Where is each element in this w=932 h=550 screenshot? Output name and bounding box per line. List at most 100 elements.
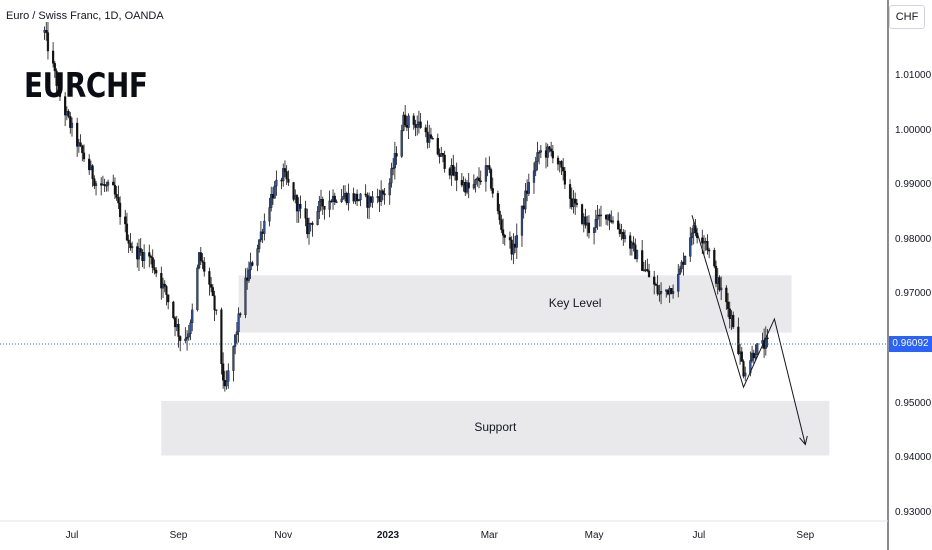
candle-body <box>215 309 218 311</box>
candle-body <box>474 179 477 185</box>
price-tick-label: 0.98000 <box>895 233 932 245</box>
candle-body <box>472 184 475 189</box>
candle-body <box>311 222 314 225</box>
price-tick-label: 0.97000 <box>895 288 932 300</box>
zone-label: Support <box>474 420 517 435</box>
candle-body <box>304 208 307 219</box>
candle-body <box>713 249 716 267</box>
candle-body <box>196 267 199 311</box>
candle-body <box>299 204 302 209</box>
candle-body <box>599 214 603 217</box>
candle-body <box>295 195 299 212</box>
candle-body <box>270 194 273 208</box>
candle-body <box>653 276 656 285</box>
price-tick-label: 0.94000 <box>895 452 932 464</box>
candle-body <box>436 138 439 155</box>
candle-body <box>285 171 288 180</box>
candle-body <box>131 246 134 249</box>
candle-body <box>244 277 247 316</box>
time-tick-label: Sep <box>796 530 815 541</box>
projection-path <box>691 215 805 444</box>
candle-body <box>388 182 391 196</box>
price-tick-label: 1.01000 <box>895 70 932 81</box>
candle-body <box>189 322 192 335</box>
price-tick-label: 0.93000 <box>895 506 932 518</box>
candle-body <box>357 199 360 202</box>
candle-body <box>429 134 433 139</box>
candle-body <box>732 314 735 328</box>
last-price-tag: 0.96092 <box>889 336 932 352</box>
candle-body <box>125 223 129 241</box>
candle-body <box>167 294 170 303</box>
candle-body <box>79 142 82 146</box>
candle-body <box>359 193 362 201</box>
candle-body <box>287 178 290 183</box>
candle-body <box>82 152 86 160</box>
candle-body <box>452 165 455 176</box>
candle-body <box>524 190 527 210</box>
candle-body <box>584 216 587 226</box>
candle-body <box>720 287 723 291</box>
candle-body <box>239 313 242 316</box>
candle-body <box>629 235 632 249</box>
candle-body <box>155 269 158 274</box>
candle-body <box>235 331 238 335</box>
candle-body <box>467 182 470 189</box>
candle-body <box>443 154 446 169</box>
candle-body <box>172 301 175 318</box>
time-tick-label: Nov <box>274 530 293 541</box>
candle-body <box>371 196 374 203</box>
price-tick-label: 1.00000 <box>895 124 932 136</box>
candle-body <box>568 184 572 199</box>
candle-body <box>690 232 694 238</box>
candle-body <box>477 177 481 182</box>
candle-body <box>129 243 132 249</box>
candle-body <box>630 242 633 249</box>
candle-body <box>580 204 584 224</box>
candle-body <box>275 179 278 187</box>
candle-body <box>381 190 384 194</box>
candle-body <box>419 121 422 128</box>
candle-body <box>658 293 661 295</box>
candle-body <box>503 235 506 238</box>
candle-body <box>67 111 70 117</box>
candle-body <box>744 372 747 377</box>
candles-layer <box>43 22 769 392</box>
candle-body <box>70 122 74 128</box>
candle-body <box>654 284 658 286</box>
candle-body <box>550 148 553 152</box>
candle-body <box>611 220 615 223</box>
candle-body <box>538 151 541 154</box>
candle-body <box>508 237 512 241</box>
candle-body <box>428 134 431 143</box>
candle-body <box>52 50 55 64</box>
candle-body <box>677 273 680 292</box>
chart-title: EURCHF <box>24 66 148 106</box>
candle-body <box>623 235 627 239</box>
candle-body <box>139 248 142 253</box>
candle-body <box>512 243 515 255</box>
candle-body <box>594 219 597 228</box>
candle-body <box>318 201 321 212</box>
candle-body <box>702 241 706 244</box>
candle-body <box>737 326 740 354</box>
candle-body <box>307 223 311 235</box>
candle-body <box>208 271 211 285</box>
candle-body <box>383 193 386 196</box>
candle-body <box>489 169 493 189</box>
candle-body <box>251 262 254 266</box>
candle-body <box>173 317 177 328</box>
candle-body <box>491 188 494 194</box>
candle-body <box>646 269 649 272</box>
time-tick-label: 2023 <box>376 530 400 541</box>
candle-body <box>484 165 487 182</box>
candle-body <box>536 152 539 162</box>
candle-body <box>556 157 560 165</box>
candle-body <box>211 287 214 296</box>
overlay-layer <box>0 215 888 444</box>
candle-body <box>754 354 757 359</box>
currency-button[interactable]: CHF <box>889 5 925 29</box>
candle-body <box>671 291 675 294</box>
candle-body <box>163 283 166 287</box>
